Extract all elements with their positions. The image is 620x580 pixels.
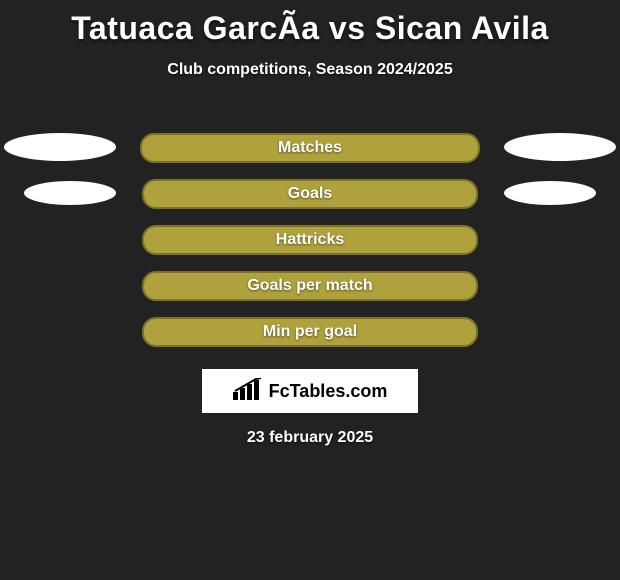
stat-bar: Min per goal — [142, 317, 478, 347]
stat-bar: Goals — [142, 179, 478, 209]
stat-row: Min per goal — [0, 309, 620, 355]
comparison-card: Tatuaca GarcÃ­a vs Sican Avila Club comp… — [0, 0, 620, 447]
stat-row: 55Matches — [0, 125, 620, 171]
stat-label: Goals — [288, 185, 332, 203]
value-ellipse-right — [504, 181, 596, 205]
stat-bar: Goals per match — [142, 271, 478, 301]
stat-label: Hattricks — [276, 231, 344, 249]
brand-text: FcTables.com — [269, 381, 388, 402]
brand-badge: FcTables.com — [202, 369, 418, 413]
value-ellipse-right — [504, 133, 616, 161]
value-ellipse-left — [24, 181, 116, 205]
stat-row: Goals per match — [0, 263, 620, 309]
page-title: Tatuaca GarcÃ­a vs Sican Avila — [71, 10, 549, 47]
date-label: 23 february 2025 — [247, 429, 373, 447]
page-subtitle: Club competitions, Season 2024/2025 — [167, 61, 452, 79]
chart-logo-icon — [233, 378, 263, 405]
stat-bar: Hattricks — [142, 225, 478, 255]
value-ellipse-left — [4, 133, 116, 161]
stat-label: Min per goal — [263, 323, 357, 341]
stat-bar: Matches — [140, 133, 480, 163]
stat-label: Goals per match — [247, 277, 372, 295]
stat-row: Hattricks — [0, 217, 620, 263]
stat-label: Matches — [278, 139, 342, 157]
stat-row: Goals — [0, 171, 620, 217]
comparison-chart: 55Matches Goals Hattricks Goals per match Mi… — [0, 125, 620, 355]
